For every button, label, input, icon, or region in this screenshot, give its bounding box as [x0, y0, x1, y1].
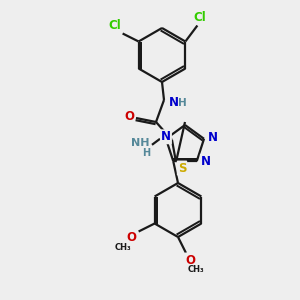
Text: Cl: Cl	[193, 11, 206, 24]
Text: CH₃: CH₃	[114, 243, 131, 252]
Text: N: N	[208, 131, 218, 144]
Text: NH: NH	[131, 138, 149, 148]
Text: O: O	[127, 231, 136, 244]
Text: O: O	[185, 254, 195, 266]
Text: Cl: Cl	[108, 19, 121, 32]
Text: H: H	[178, 98, 186, 108]
Text: N: N	[161, 130, 171, 143]
Text: H: H	[142, 148, 150, 158]
Text: O: O	[124, 110, 134, 124]
Text: CH₃: CH₃	[188, 266, 204, 274]
Text: N: N	[169, 97, 179, 110]
Text: S: S	[178, 161, 186, 175]
Text: N: N	[201, 155, 211, 168]
